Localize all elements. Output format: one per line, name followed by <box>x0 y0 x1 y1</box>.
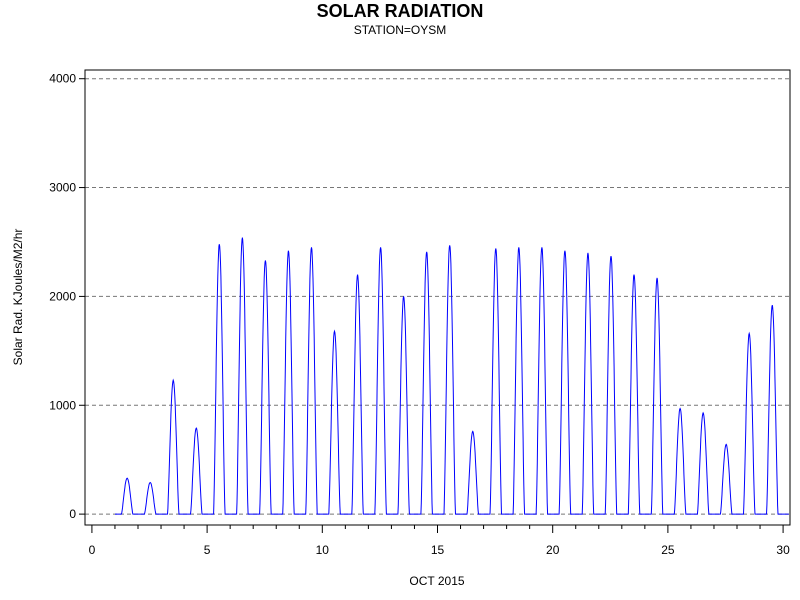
x-tick-label: 15 <box>431 543 445 557</box>
y-tick-label: 4000 <box>49 72 76 86</box>
plot-frame <box>84 69 791 526</box>
y-tick-label: 3000 <box>49 181 76 195</box>
y-tick-label: 1000 <box>49 398 76 412</box>
y-tick-label: 2000 <box>49 289 76 303</box>
y-tick-label: 0 <box>69 507 76 521</box>
x-tick-label: 10 <box>316 543 330 557</box>
x-tick-label: 25 <box>661 543 675 557</box>
y-axis-label: Solar Rad. KJoules/M2/hr <box>11 229 25 366</box>
solar-radiation-line <box>115 237 789 515</box>
x-tick-label: 5 <box>204 543 211 557</box>
x-tick-label: 0 <box>89 543 96 557</box>
x-axis-label: OCT 2015 <box>409 574 464 588</box>
x-tick-label: 20 <box>546 543 560 557</box>
x-tick-label: 30 <box>776 543 790 557</box>
chart-subtitle: STATION=OYSM <box>353 23 447 37</box>
chart-title: SOLAR RADIATION <box>316 1 484 21</box>
